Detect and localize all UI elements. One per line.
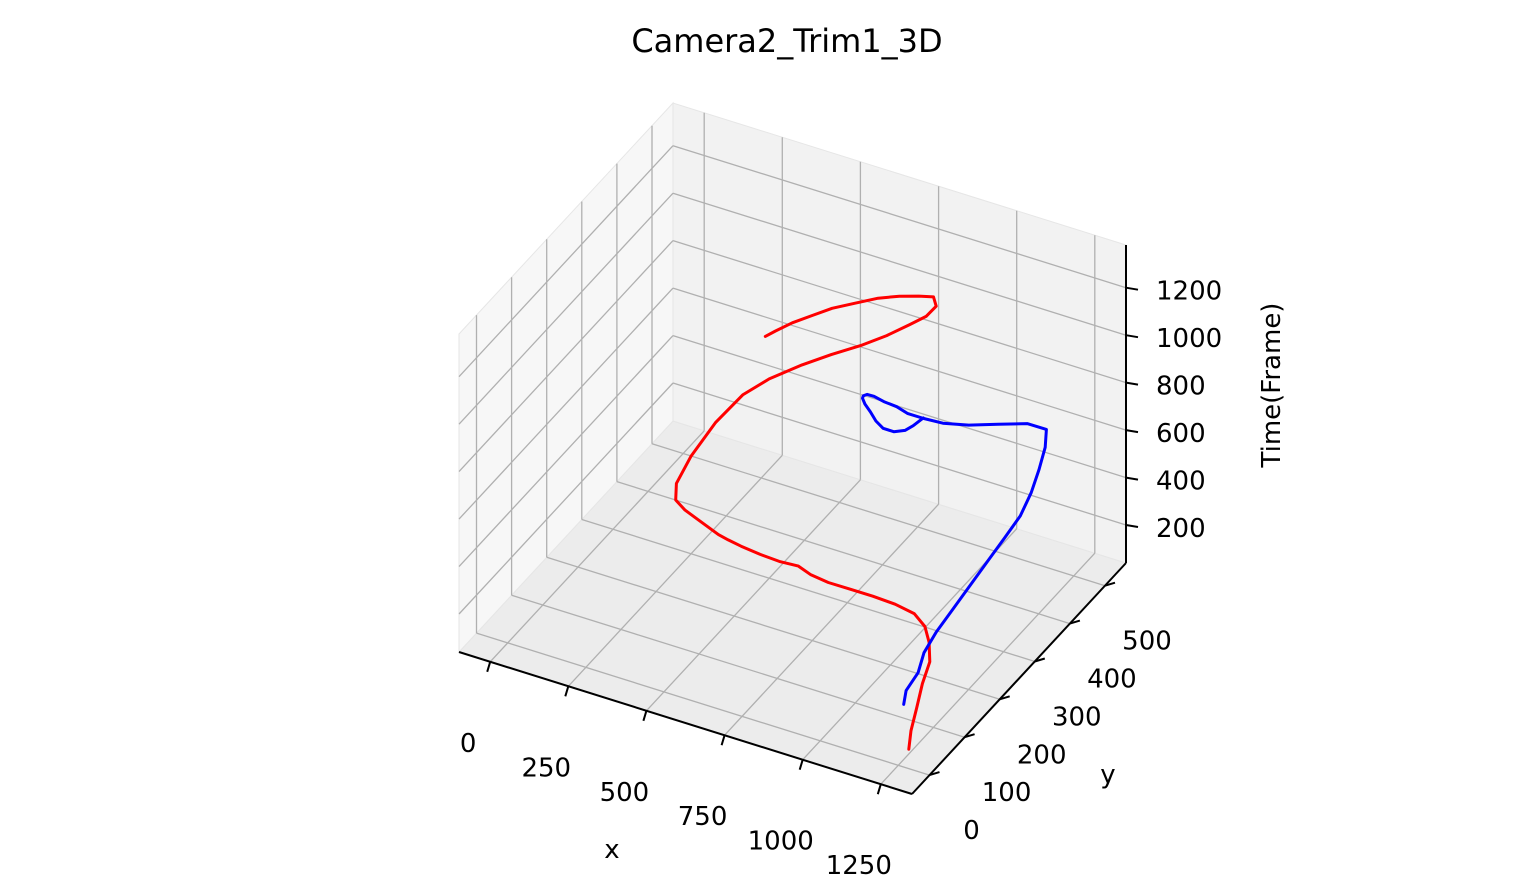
x-axis-label: x	[604, 835, 619, 865]
x-tick	[720, 734, 726, 746]
grid-line	[672, 145, 1127, 289]
y-tick	[1034, 657, 1046, 663]
grid-line	[672, 334, 1127, 479]
chart-title: Camera2_Trim1_3D	[631, 22, 942, 60]
y-tick	[999, 695, 1010, 701]
z-tick-label: 1000	[1156, 324, 1222, 354]
x-axis-line	[458, 651, 913, 795]
z-tick	[1125, 476, 1139, 481]
y-tick-label: 300	[1052, 703, 1102, 733]
axis-panes	[458, 101, 1127, 795]
axis-lines	[458, 245, 1127, 795]
x-tick-label: 250	[521, 753, 571, 783]
z-tick	[1125, 381, 1139, 386]
grid-line	[672, 382, 1127, 526]
grid-line	[489, 430, 705, 663]
y-axis-label: y	[1100, 760, 1115, 790]
series-line-2	[861, 392, 1048, 706]
grid-line	[672, 192, 1127, 336]
x-tick-label: 750	[678, 802, 728, 832]
grid-line	[802, 528, 1018, 761]
grid-line	[880, 552, 1096, 785]
grid-line	[724, 503, 940, 736]
tick-labels: 0250500750100012500100200300400500200400…	[460, 277, 1222, 882]
grid-line	[672, 239, 1127, 384]
series-layer	[674, 294, 1048, 751]
y-axis-line	[911, 562, 1127, 795]
y-tick	[964, 733, 975, 739]
z-tick-label: 1200	[1156, 277, 1222, 307]
grid-line	[567, 454, 783, 687]
grid-line	[458, 335, 674, 568]
y-tick	[929, 771, 940, 777]
y-tick-label: 0	[963, 816, 980, 846]
grid-lines	[458, 112, 1127, 785]
x-tick	[564, 686, 570, 697]
tick-marks	[486, 286, 1139, 795]
grid-line	[511, 594, 965, 738]
z-tick	[1125, 286, 1139, 291]
z-tick	[1125, 524, 1139, 528]
grid-line	[645, 479, 861, 712]
y-tick-label: 200	[1017, 740, 1067, 770]
grid-line	[458, 240, 674, 473]
x-tick	[486, 661, 492, 673]
z-tick	[1125, 334, 1139, 339]
z-axis-label: Time(Frame)	[1257, 303, 1287, 469]
y-tick	[1104, 581, 1116, 587]
x-tick-label: 1250	[826, 851, 892, 881]
grid-line	[458, 382, 674, 615]
y-tick-label: 400	[1087, 665, 1137, 695]
grid-line	[458, 287, 674, 520]
x-tick	[798, 759, 804, 770]
x-tick	[642, 710, 648, 722]
grid-line	[616, 480, 1071, 625]
grid-line	[581, 518, 1035, 663]
y-tick-label: 500	[1122, 627, 1172, 657]
grid-line	[458, 145, 674, 378]
x-tick-label: 500	[600, 778, 650, 808]
z-tick-label: 600	[1156, 419, 1206, 449]
x-tick-label: 1000	[748, 827, 814, 857]
series-line-1	[674, 294, 938, 751]
z-tick	[1125, 429, 1139, 434]
z-tick-label: 400	[1156, 467, 1206, 497]
z-tick-label: 800	[1156, 372, 1206, 402]
x-tick	[876, 783, 882, 795]
grid-line	[458, 192, 674, 425]
y-tick-label: 100	[982, 778, 1032, 808]
grid-line	[672, 287, 1127, 431]
grid-line	[476, 632, 930, 776]
z-tick-label: 200	[1156, 514, 1206, 544]
x-tick-label: 0	[460, 729, 477, 759]
left-pane	[458, 101, 674, 654]
y-tick	[1069, 619, 1081, 625]
grid-line	[651, 443, 1106, 587]
